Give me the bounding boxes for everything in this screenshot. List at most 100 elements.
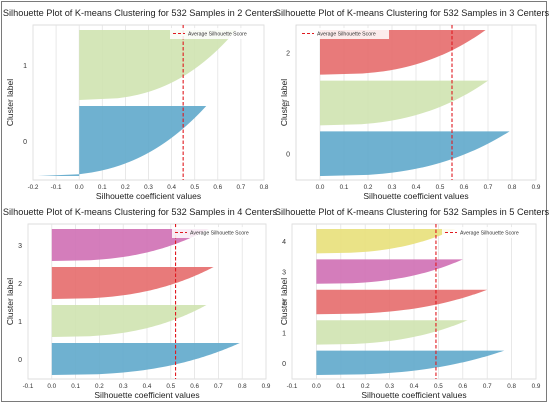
x-tick-label: 0.8: [260, 184, 269, 191]
cluster-tick-label: 4: [282, 239, 286, 246]
y-axis-label: Cluster label: [5, 278, 15, 325]
cluster-band-1: [79, 30, 237, 100]
x-tick-label: -0.1: [51, 184, 62, 191]
legend-box: [442, 227, 532, 238]
silhouette-chart-4-centers: Silhouette Plot of K-means Clustering fo…: [3, 207, 278, 400]
legend-box: [299, 28, 389, 39]
cluster-band-2: [316, 289, 488, 315]
x-axis-label: Silhouette coefficient values: [96, 191, 201, 201]
x-tick-label: 0.6: [458, 383, 467, 390]
x-axis-label: Silhouette coefficient values: [94, 390, 199, 400]
silhouette-chart-5-centers: Silhouette Plot of K-means Clustering fo…: [275, 207, 550, 400]
cluster-tick-label: 3: [282, 270, 286, 277]
legend: Average Silhouette Score: [172, 227, 262, 238]
x-tick-label: 0.4: [167, 184, 176, 191]
cluster-tick-label: 0: [18, 357, 22, 364]
x-tick-label: 0.1: [71, 383, 80, 390]
cluster-band-3: [316, 259, 463, 284]
legend-label: Average Silhouette Score: [317, 32, 376, 38]
silhouette-panel-2-centers: Silhouette Plot of K-means Clustering fo…: [3, 3, 278, 201]
x-tick-label: 0.6: [190, 383, 199, 390]
x-tick-label: 0.0: [312, 383, 321, 390]
legend-box: [170, 28, 260, 39]
cluster-tick-label: 1: [18, 319, 22, 326]
x-tick-label: 0.7: [484, 184, 493, 191]
x-tick-label: 0.7: [237, 184, 246, 191]
x-tick-label: 0.3: [388, 184, 397, 191]
x-tick-label: 0.2: [121, 184, 130, 191]
x-tick-label: 0.5: [190, 184, 199, 191]
silhouette-chart-3-centers: Silhouette Plot of K-means Clustering fo…: [275, 8, 550, 201]
x-tick-label: 0.0: [47, 383, 56, 390]
x-tick-label: 0.9: [262, 383, 271, 390]
cluster-tick-label: 0: [23, 139, 27, 146]
silhouette-panel-4-centers: Silhouette Plot of K-means Clustering fo…: [3, 202, 278, 402]
legend: Average Silhouette Score: [442, 227, 532, 238]
chart-title: Silhouette Plot of K-means Clustering fo…: [3, 207, 278, 217]
x-tick-label: -0.2: [28, 184, 39, 191]
silhouette-panel-5-centers: Silhouette Plot of K-means Clustering fo…: [275, 202, 550, 402]
cluster-band-1: [51, 305, 207, 337]
y-axis-label: Cluster label: [279, 79, 289, 126]
chart-title: Silhouette Plot of K-means Clustering fo…: [275, 8, 550, 18]
x-tick-label: 0.3: [385, 383, 394, 390]
x-tick-label: 0.5: [166, 383, 175, 390]
cluster-tick-label: 1: [23, 63, 27, 70]
legend-label: Average Silhouette Score: [188, 32, 247, 38]
x-tick-label: 0.0: [75, 184, 84, 191]
x-tick-label: -0.1: [23, 383, 34, 390]
x-tick-label: 0.2: [361, 383, 370, 390]
cluster-band-4: [316, 229, 456, 254]
x-tick-label: 0.7: [214, 383, 223, 390]
x-tick-label: 0.2: [95, 383, 104, 390]
x-tick-label: 0.8: [508, 184, 517, 191]
legend-label: Average Silhouette Score: [460, 231, 519, 237]
chart-title: Silhouette Plot of K-means Clustering fo…: [3, 8, 278, 18]
cluster-band-2: [320, 30, 486, 75]
silhouette-panel-3-centers: Silhouette Plot of K-means Clustering fo…: [275, 3, 550, 201]
cluster-band-2: [51, 267, 214, 299]
cluster-tick-label: 2: [286, 50, 290, 57]
x-tick-label: 0.5: [434, 383, 443, 390]
cluster-band-0: [51, 343, 240, 375]
legend-label: Average Silhouette Score: [190, 231, 249, 237]
chart-title: Silhouette Plot of K-means Clustering fo…: [275, 207, 550, 217]
cluster-tick-label: 2: [18, 281, 22, 288]
x-tick-label: 0.1: [336, 383, 345, 390]
x-axis-label: Silhouette coefficient values: [363, 191, 468, 201]
x-tick-label: 0.7: [483, 383, 492, 390]
x-tick-label: 0.8: [238, 383, 247, 390]
silhouette-chart-2-centers: Silhouette Plot of K-means Clustering fo…: [3, 8, 278, 201]
x-tick-label: 0.4: [412, 184, 421, 191]
cluster-band-0: [316, 350, 505, 375]
cluster-band-0: [320, 131, 510, 176]
x-tick-label: 0.3: [119, 383, 128, 390]
x-tick-label: 0.0: [316, 184, 325, 191]
x-tick-label: 0.8: [507, 383, 516, 390]
x-tick-label: 0.4: [410, 383, 419, 390]
x-tick-label: 0.6: [213, 184, 222, 191]
x-tick-label: 0.1: [98, 184, 107, 191]
cluster-tick-label: 0: [286, 152, 290, 159]
y-axis-label: Cluster label: [279, 278, 289, 325]
x-tick-label: 0.2: [364, 184, 373, 191]
cluster-tick-label: 1: [282, 330, 286, 337]
x-tick-label: 0.9: [532, 383, 541, 390]
cluster-tick-label: 0: [282, 361, 286, 368]
cluster-tick-label: 2: [282, 300, 286, 307]
x-tick-label: 0.9: [532, 184, 541, 191]
x-tick-label: 0.1: [340, 184, 349, 191]
x-tick-label: 0.3: [144, 184, 153, 191]
cluster-band-1: [320, 80, 488, 126]
legend-box: [172, 227, 262, 238]
x-tick-label: 0.5: [436, 184, 445, 191]
cluster-band-3: [51, 229, 209, 261]
cluster-band-0: [37, 106, 207, 176]
legend: Average Silhouette Score: [170, 28, 260, 39]
x-tick-label: 0.6: [460, 184, 469, 191]
y-axis-label: Cluster label: [5, 79, 15, 126]
x-axis-label: Silhouette coefficient values: [361, 390, 466, 400]
legend: Average Silhouette Score: [299, 28, 389, 39]
x-tick-label: -0.1: [287, 383, 298, 390]
